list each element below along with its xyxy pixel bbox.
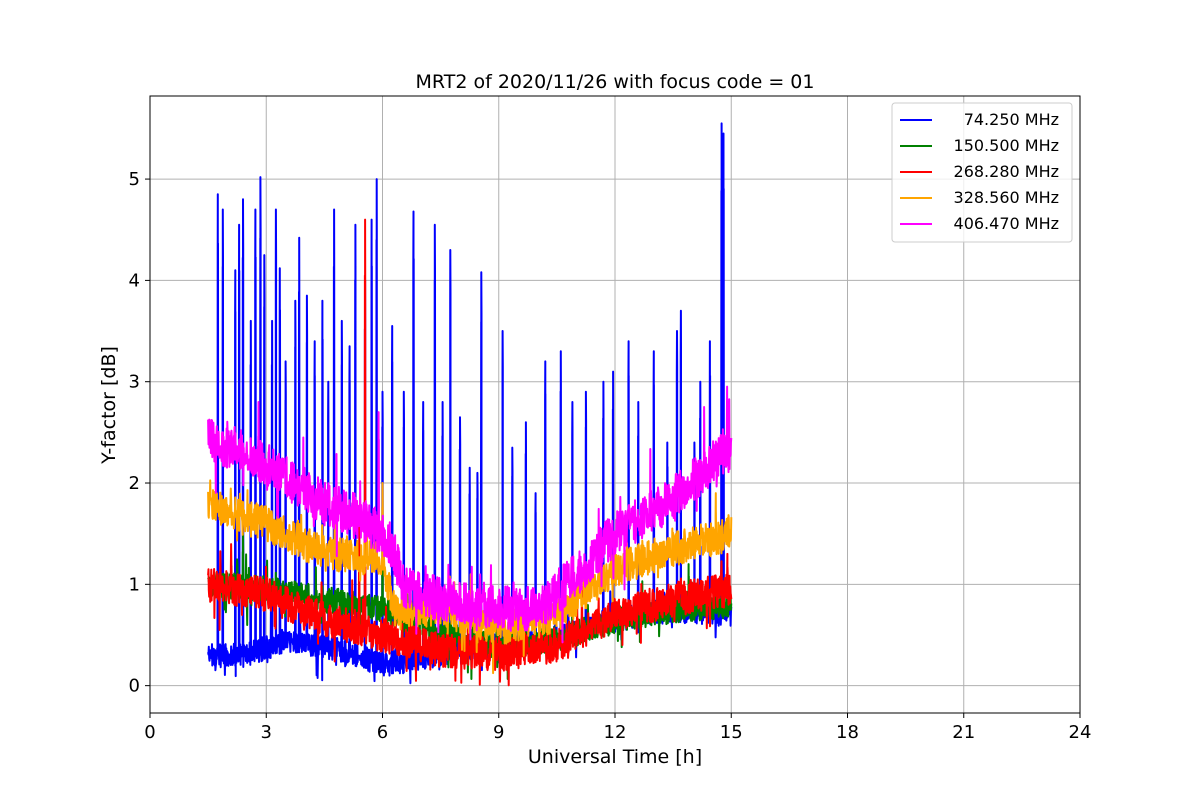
y-tick-label: 5 <box>129 169 140 190</box>
x-tick-label: 18 <box>836 722 859 743</box>
series-line <box>207 385 733 644</box>
legend-label: 150.500 MHz <box>954 136 1059 155</box>
x-tick-label: 9 <box>493 722 504 743</box>
x-tick-label: 24 <box>1069 722 1092 743</box>
x-tick-label: 6 <box>377 722 388 743</box>
legend-label: 74.250 MHz <box>959 110 1059 129</box>
y-tick-label: 2 <box>129 473 140 494</box>
chart-title: MRT2 of 2020/11/26 with focus code = 01 <box>416 71 815 93</box>
legend-box <box>891 102 1073 243</box>
x-tick-label: 3 <box>261 722 272 743</box>
x-tick-label: 0 <box>144 722 155 743</box>
legend-label: 268.280 MHz <box>954 162 1059 181</box>
legend-label: 406.470 MHz <box>954 214 1059 233</box>
legend-label: 328.560 MHz <box>954 188 1059 207</box>
y-tick-label: 4 <box>129 270 140 291</box>
series-layer <box>207 122 733 687</box>
x-tick-label: 21 <box>952 722 975 743</box>
x-axis-label: Universal Time [h] <box>528 746 702 768</box>
x-tick-label: 15 <box>720 722 743 743</box>
x-tick-label: 12 <box>604 722 627 743</box>
legend: 74.250 MHz 150.500 MHz 268.280 MHz 328.560 … <box>891 102 1073 243</box>
series-line <box>207 218 733 687</box>
y-tick-label: 1 <box>129 574 140 595</box>
y-tick-label: 3 <box>129 372 140 393</box>
y-tick-label: 0 <box>129 676 140 697</box>
y-axis-label: Y-factor [dB] <box>98 346 120 465</box>
